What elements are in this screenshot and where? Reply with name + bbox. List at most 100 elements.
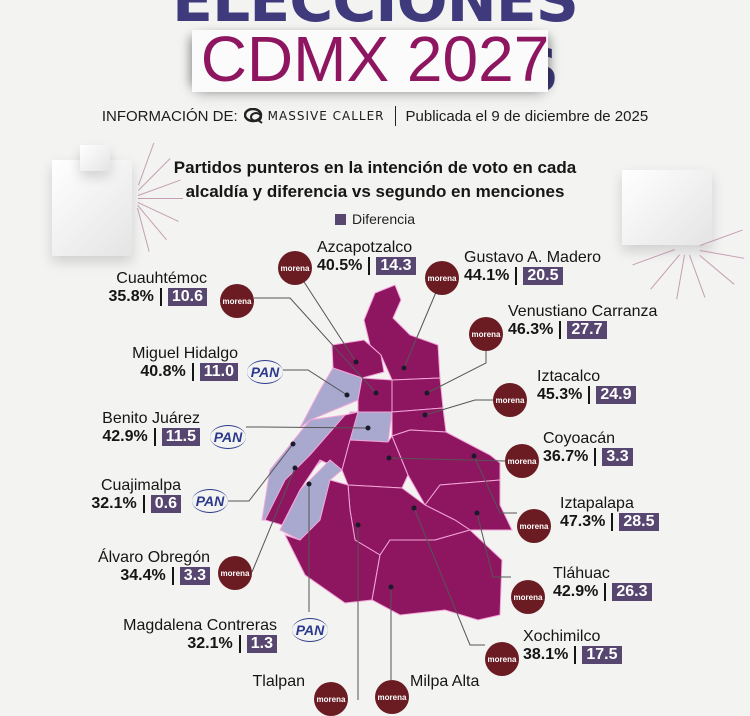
separator bbox=[515, 267, 518, 285]
region-marker-coyoacan bbox=[386, 455, 392, 461]
alcaldia-values: 38.1% 17.5 bbox=[523, 646, 622, 664]
published-date: Publicada el 9 de diciembre de 2025 bbox=[405, 107, 649, 125]
brand-name: MASSIVE CALLER bbox=[267, 109, 385, 123]
title-banner bbox=[192, 30, 548, 92]
difference-badge: 11.0 bbox=[199, 363, 238, 381]
separator bbox=[368, 257, 371, 275]
alcaldia-values: 40.5% 14.3 bbox=[317, 257, 416, 275]
vote-percent: 42.9% bbox=[102, 428, 148, 445]
alcaldia-name: Coyoacán bbox=[543, 430, 616, 447]
morena-logo-icon: morena bbox=[485, 642, 519, 676]
region-marker-magdalena-contreras bbox=[306, 481, 312, 487]
alcaldia-label-iztacalco: Iztacalco 45.3% 24.9 bbox=[537, 368, 636, 404]
separator bbox=[142, 495, 145, 513]
leader-line-alvaro-obregon bbox=[251, 467, 296, 573]
region-marker-iztapalapa bbox=[471, 453, 477, 459]
alcaldia-label-gustavo-a-madero: Gustavo A. Madero 44.1% 20.5 bbox=[464, 249, 601, 285]
brand: MASSIVE CALLER bbox=[243, 108, 385, 124]
pan-logo-icon: PAN bbox=[247, 360, 283, 384]
leader-line-azcapotzalco bbox=[294, 267, 357, 363]
region-marker-xochimilco bbox=[411, 505, 417, 511]
region-venustiano-carranza bbox=[391, 377, 444, 413]
region-coyoacan bbox=[341, 434, 409, 489]
morena-logo-icon: morena bbox=[511, 580, 545, 614]
alcaldia-label-cuauhtemoc: Cuauhtémoc 35.8% 10.6 bbox=[108, 270, 207, 306]
alcaldia-label-cuajimalpa: Cuajimalpa 32.1% 0.6 bbox=[91, 477, 181, 513]
alcaldia-name: Benito Juárez bbox=[102, 410, 200, 427]
pan-logo-icon: PAN bbox=[292, 618, 328, 642]
leader-line-coyoacan bbox=[388, 457, 506, 462]
alcaldia-values: 44.1% 20.5 bbox=[464, 267, 601, 285]
legend-swatch bbox=[334, 213, 346, 225]
region-marker-tlahuac bbox=[474, 510, 480, 516]
alcaldia-values: 32.1% 1.3 bbox=[123, 635, 277, 653]
leader-line-xochimilco bbox=[413, 507, 485, 646]
leader-line-cuauhtemoc bbox=[254, 297, 377, 394]
chat-bubble-icon bbox=[243, 108, 263, 124]
alcaldia-name: Iztacalco bbox=[537, 368, 601, 385]
alcaldia-values: 34.4% 3.3 bbox=[98, 567, 210, 585]
region-iztapalapa bbox=[391, 429, 501, 506]
alcaldia-label-magdalena-contreras: Magdalena Contreras 32.1% 1.3 bbox=[123, 617, 277, 653]
alcaldia-label-iztapalapa: Iztapalapa 47.3% 28.5 bbox=[560, 495, 659, 531]
alcaldia-label-alvaro-obregon: Álvaro Obregón 34.4% 3.3 bbox=[98, 549, 210, 585]
difference-badge: 26.3 bbox=[612, 583, 652, 601]
difference-badge: 27.7 bbox=[567, 321, 607, 339]
morena-logo-icon: morena bbox=[493, 383, 527, 417]
alcaldia-values: 42.9% 26.3 bbox=[553, 583, 652, 601]
difference-badge: 17.5 bbox=[582, 646, 622, 664]
vote-percent: 36.7% bbox=[543, 448, 589, 465]
morena-logo-icon: morena bbox=[314, 682, 348, 716]
difference-badge: 10.6 bbox=[167, 288, 207, 306]
alcaldia-values: 32.1% 0.6 bbox=[91, 495, 181, 513]
difference-badge: 14.3 bbox=[376, 257, 416, 275]
region-marker-alvaro-obregon bbox=[292, 465, 298, 471]
separator bbox=[574, 646, 577, 664]
region-marker-milpa-alta bbox=[388, 584, 394, 590]
alcaldia-name: Tláhuac bbox=[553, 565, 610, 582]
morena-logo-icon: morena bbox=[375, 680, 409, 714]
morena-logo-icon: morena bbox=[505, 444, 539, 478]
leader-line-benito-juarez bbox=[246, 426, 369, 429]
region-marker-benito-juarez bbox=[365, 425, 371, 431]
alcaldia-name: Azcapotzalco bbox=[317, 239, 413, 256]
vote-percent: 32.1% bbox=[91, 495, 137, 512]
alcaldia-name: Cuajimalpa bbox=[100, 477, 181, 494]
pan-logo-icon: PAN bbox=[192, 489, 228, 513]
alcaldia-values: 35.8% 10.6 bbox=[108, 288, 207, 306]
cdmx-map bbox=[228, 267, 517, 700]
separator bbox=[611, 513, 614, 531]
morena-logo-icon: morena bbox=[278, 251, 312, 285]
leader-line-venustiano-carranza bbox=[426, 351, 487, 394]
region-marker-tlalpan bbox=[355, 522, 361, 528]
morena-logo-icon: morena bbox=[218, 556, 252, 590]
vote-percent: 47.3% bbox=[560, 513, 606, 530]
vote-percent: 44.1% bbox=[464, 267, 510, 284]
alcaldia-values: 45.3% 24.9 bbox=[537, 386, 636, 404]
alcaldia-name: Venustiano Carranza bbox=[508, 303, 658, 320]
subtitle-line-2: alcaldía y diferencia vs segundo en menc… bbox=[185, 182, 565, 201]
vote-percent: 40.8% bbox=[140, 363, 186, 380]
alcaldia-name: Milpa Alta bbox=[410, 673, 480, 690]
region-marker-cuajimalpa bbox=[290, 441, 296, 447]
alcaldia-values: 47.3% 28.5 bbox=[560, 513, 659, 531]
alcaldia-name: Gustavo A. Madero bbox=[464, 249, 601, 266]
separator bbox=[159, 288, 162, 306]
vote-percent: 32.1% bbox=[187, 635, 233, 652]
alcaldia-label-tlahuac: Tláhuac 42.9% 26.3 bbox=[553, 565, 652, 601]
separator bbox=[153, 428, 156, 446]
alcaldia-name: Álvaro Obregón bbox=[97, 549, 210, 566]
alcaldia-label-tlalpan: Tlalpan bbox=[253, 673, 305, 691]
separator bbox=[559, 321, 562, 339]
leader-line-tlahuac bbox=[476, 512, 511, 578]
alcaldia-name: Iztapalapa bbox=[560, 495, 634, 512]
morena-logo-icon: morena bbox=[469, 317, 503, 351]
region-marker-azcapotzalco bbox=[353, 359, 359, 365]
region-marker-venustiano-carranza bbox=[424, 390, 430, 396]
morena-logo-icon: morena bbox=[425, 261, 459, 295]
alcaldia-label-venustiano-carranza: Venustiano Carranza 46.3% 27.7 bbox=[508, 303, 657, 339]
alcaldia-name: Xochimilco bbox=[523, 628, 601, 645]
pan-logo-icon: PAN bbox=[210, 425, 246, 449]
alcaldia-label-coyoacan: Coyoacán 36.7% 3.3 bbox=[543, 430, 633, 466]
alcaldia-label-milpa-alta: Milpa Alta bbox=[410, 673, 479, 691]
